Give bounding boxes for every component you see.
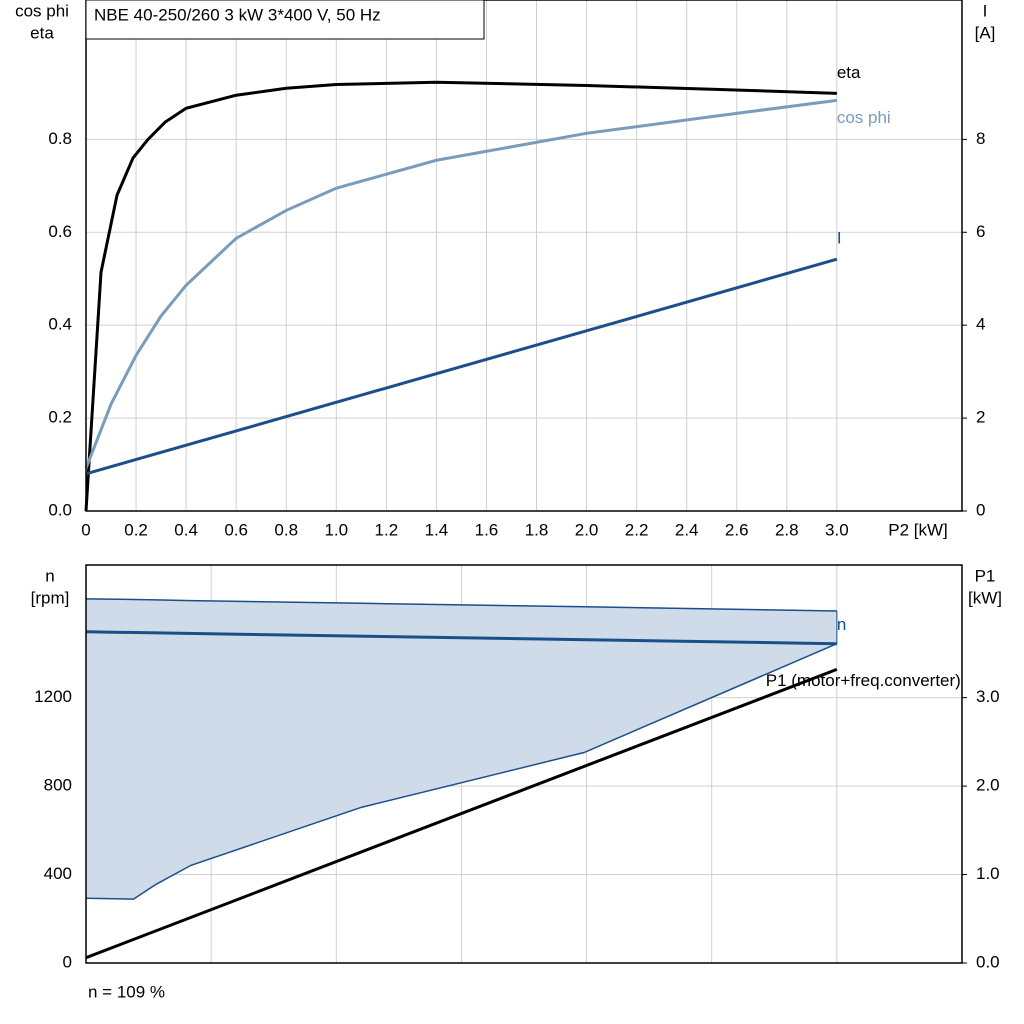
y-axis-label: n xyxy=(45,566,54,585)
line-series xyxy=(85,257,838,476)
y-tick-label: 0.4 xyxy=(48,315,72,334)
y2-tick-label: 1.0 xyxy=(976,864,1000,883)
x-tick-label: 1.6 xyxy=(475,520,499,539)
range-area xyxy=(86,598,837,900)
x-tick-label: 1.0 xyxy=(324,520,348,539)
y2-axis-label: [A] xyxy=(975,23,996,42)
series-label: cos phi xyxy=(837,108,891,127)
line-series xyxy=(85,630,837,646)
x-tick-label: 0.8 xyxy=(274,520,298,539)
y-tick-label: 0.2 xyxy=(48,408,72,427)
x-tick-label: 2.0 xyxy=(575,520,599,539)
x-tick-label: 2.8 xyxy=(775,520,799,539)
plot-frame xyxy=(85,564,963,964)
y2-axis-label: I xyxy=(983,1,988,20)
y2-tick-label: 6 xyxy=(976,222,985,241)
line-series xyxy=(84,80,837,512)
annotation: n = 109 % xyxy=(88,982,165,1001)
y2-tick-label: 0 xyxy=(976,500,985,519)
series-label: n xyxy=(837,615,846,634)
series-label: eta xyxy=(837,63,861,82)
y2-tick-label: 0.0 xyxy=(976,952,1000,971)
x-tick-label: 2.4 xyxy=(675,520,699,539)
x-axis-label: P2 [kW] xyxy=(888,520,948,539)
y2-tick-label: 4 xyxy=(976,315,985,334)
y2-axis-label: P1 xyxy=(975,566,996,585)
y-tick-label: 0 xyxy=(63,952,72,971)
range-edge xyxy=(85,598,837,612)
y2-tick-label: 3.0 xyxy=(976,687,1000,706)
x-tick-label: 2.6 xyxy=(725,520,749,539)
x-tick-label: 0.6 xyxy=(224,520,248,539)
y-axis-label: eta xyxy=(30,23,54,42)
x-tick-label: 3.0 xyxy=(825,520,849,539)
y-tick-label: 1200 xyxy=(34,687,72,706)
x-tick-label: 1.2 xyxy=(375,520,399,539)
y-axis-label: cos phi xyxy=(15,1,69,20)
y-tick-label: 400 xyxy=(44,864,72,883)
range-edge xyxy=(85,643,838,900)
x-tick-label: 0.4 xyxy=(174,520,198,539)
series-label: I xyxy=(837,229,842,248)
x-tick-label: 1.4 xyxy=(425,520,449,539)
y-tick-label: 0.6 xyxy=(48,222,72,241)
line-series xyxy=(85,667,838,960)
chart-title: NBE 40-250/260 3 kW 3*400 V, 50 Hz xyxy=(94,5,381,24)
y-tick-label: 0.0 xyxy=(48,500,72,519)
line-series xyxy=(84,98,838,469)
x-tick-label: 2.2 xyxy=(625,520,649,539)
y2-axis-label: [kW] xyxy=(968,588,1002,607)
y2-tick-label: 8 xyxy=(976,129,985,148)
y2-tick-label: 2 xyxy=(976,408,985,427)
y-tick-label: 0.8 xyxy=(48,129,72,148)
y-axis-label: [rpm] xyxy=(31,588,70,607)
title-box xyxy=(85,0,485,40)
series-label: P1 (motor+freq.converter) xyxy=(766,671,961,690)
y2-tick-label: 2.0 xyxy=(976,776,1000,795)
plot-frame xyxy=(85,0,963,512)
y-tick-label: 800 xyxy=(44,776,72,795)
x-tick-label: 0.2 xyxy=(124,520,148,539)
x-tick-label: 1.8 xyxy=(525,520,549,539)
x-tick-label: 0 xyxy=(81,520,90,539)
